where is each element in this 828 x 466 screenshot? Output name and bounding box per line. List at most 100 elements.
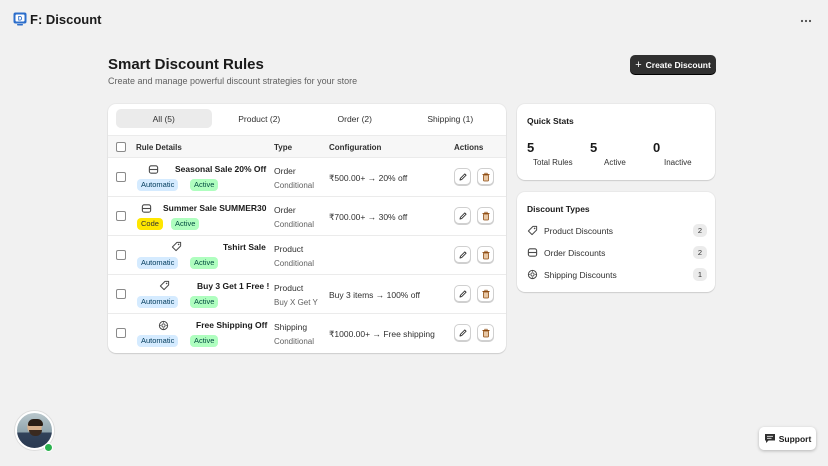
support-label: Support	[778, 433, 812, 444]
delete-button[interactable]	[477, 246, 494, 263]
header-actions: Actions	[454, 143, 484, 152]
discount-type-label: Order Discounts	[544, 248, 606, 258]
shipping-icon	[527, 269, 538, 280]
delete-button[interactable]	[477, 324, 494, 341]
row-checkbox[interactable]	[116, 211, 126, 221]
header-type: Type	[274, 143, 293, 152]
rule-subtype: Conditional	[274, 220, 315, 229]
tab-product[interactable]: Product (2)	[238, 113, 281, 124]
app-title: F: Discount	[30, 12, 102, 27]
badge-automatic: Automatic	[137, 257, 179, 269]
edit-button[interactable]	[454, 324, 471, 341]
select-all-checkbox[interactable]	[116, 142, 126, 152]
badge-active: Active	[190, 296, 219, 308]
badge-automatic: Automatic	[137, 296, 179, 308]
rule-name: Buy 3 Get 1 Free !	[197, 281, 270, 291]
delete-button[interactable]	[477, 168, 494, 185]
trash-icon	[482, 328, 489, 337]
tag-icon	[159, 280, 170, 291]
discount-type-order[interactable]: Order Discounts 2	[527, 246, 707, 260]
discount-type-shipping[interactable]: Shipping Discounts 1	[527, 268, 707, 282]
shipping-icon	[158, 320, 169, 331]
badge-automatic: Automatic	[137, 179, 179, 191]
discount-rules-card: All (5) Product (2) Order (2) Shipping (…	[108, 104, 506, 353]
online-status-indicator	[44, 443, 53, 452]
discount-type-count: 1	[693, 268, 707, 281]
quick-stats-card: Quick Stats 5 Total Rules 5 Active 0 Ina…	[517, 104, 715, 180]
trash-icon	[482, 289, 489, 298]
stat-total-value: 5	[527, 140, 535, 155]
discount-types-title: Discount Types	[527, 204, 590, 214]
order-icon	[141, 204, 152, 213]
app-logo-icon: D	[13, 12, 27, 26]
top-bar: D F: Discount	[0, 0, 828, 40]
stat-active-label: Active	[604, 158, 626, 167]
rule-type: Order	[274, 205, 296, 215]
table-row: Free Shipping Off Automatic Active Shipp…	[108, 314, 506, 353]
avatar-beard	[29, 430, 42, 436]
support-button[interactable]: Support	[759, 427, 816, 450]
discount-type-product[interactable]: Product Discounts 2	[527, 224, 707, 238]
page-subtitle: Create and manage powerful discount stra…	[108, 76, 358, 86]
header-configuration: Configuration	[329, 143, 382, 152]
badge-active: Active	[190, 179, 219, 191]
tag-icon	[527, 225, 538, 236]
pencil-icon	[459, 211, 467, 219]
edit-button[interactable]	[454, 168, 471, 185]
tab-order[interactable]: Order (2)	[337, 113, 372, 124]
edit-button[interactable]	[454, 246, 471, 263]
rule-configuration: ₹500.00+ → 20% off	[329, 173, 408, 183]
rule-name: Summer Sale SUMMER30	[163, 203, 267, 213]
badge-active: Active	[190, 335, 219, 347]
stat-total-label: Total Rules	[533, 158, 573, 167]
table-row: Summer Sale SUMMER30 Code Active Order C…	[108, 197, 506, 236]
quick-stats-title: Quick Stats	[527, 116, 574, 126]
rule-type: Product	[274, 244, 304, 254]
row-checkbox[interactable]	[116, 328, 126, 338]
tag-icon	[171, 241, 182, 252]
avatar[interactable]	[15, 411, 54, 450]
chat-icon	[764, 434, 775, 443]
create-discount-button[interactable]: + Create Discount	[630, 55, 716, 74]
tab-shipping[interactable]: Shipping (1)	[427, 113, 474, 124]
order-icon	[527, 248, 538, 257]
delete-button[interactable]	[477, 207, 494, 224]
rule-subtype: Conditional	[274, 259, 315, 268]
tab-all[interactable]: All (5)	[116, 109, 212, 128]
rule-configuration: ₹700.00+ → 30% off	[329, 212, 408, 222]
rule-subtype: Buy X Get Y	[274, 298, 318, 307]
discount-type-label: Shipping Discounts	[544, 270, 617, 280]
badge-automatic: Automatic	[137, 335, 179, 347]
delete-button[interactable]	[477, 285, 494, 302]
rule-subtype: Conditional	[274, 181, 315, 190]
trash-icon	[482, 172, 489, 181]
rule-name: Seasonal Sale 20% Off	[175, 164, 267, 174]
pencil-icon	[459, 289, 467, 297]
rule-configuration: ₹1000.00+ → Free shipping	[329, 329, 435, 339]
create-discount-label: Create Discount	[645, 59, 711, 70]
stat-active-value: 5	[590, 140, 598, 155]
pencil-icon	[459, 250, 467, 258]
avatar-hair	[28, 419, 43, 426]
trash-icon	[482, 211, 489, 220]
discount-types-card: Discount Types Product Discounts 2 Order…	[517, 192, 715, 292]
rule-name: Tshirt Sale	[223, 242, 266, 252]
row-checkbox[interactable]	[116, 172, 126, 182]
ellipsis-horizontal-icon	[800, 19, 812, 23]
rule-name: Free Shipping Off	[196, 320, 268, 330]
trash-icon	[482, 250, 489, 259]
order-icon	[148, 165, 159, 174]
row-checkbox[interactable]	[116, 289, 126, 299]
edit-button[interactable]	[454, 207, 471, 224]
row-checkbox[interactable]	[116, 250, 126, 260]
discount-type-count: 2	[693, 224, 707, 237]
plus-icon: +	[635, 58, 642, 71]
more-options-button[interactable]	[796, 11, 816, 27]
rule-subtype: Conditional	[274, 337, 315, 346]
pencil-icon	[459, 172, 467, 180]
discount-type-count: 2	[693, 246, 707, 259]
badge-active: Active	[171, 218, 200, 230]
edit-button[interactable]	[454, 285, 471, 302]
rule-type: Order	[274, 166, 296, 176]
page-title: Smart Discount Rules	[108, 56, 264, 73]
